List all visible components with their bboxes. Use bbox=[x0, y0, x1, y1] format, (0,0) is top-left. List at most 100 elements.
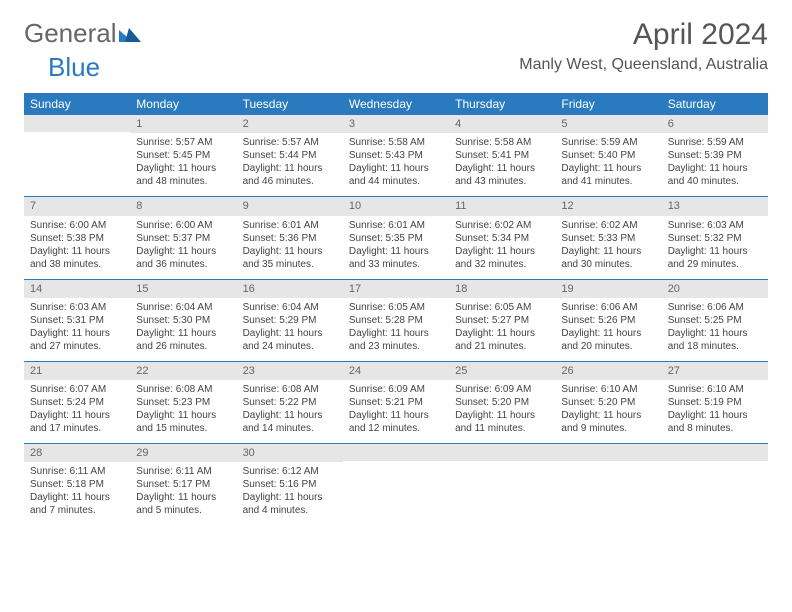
daylight-text: Daylight: 11 hours and 20 minutes. bbox=[561, 327, 655, 353]
sunset-text: Sunset: 5:41 PM bbox=[455, 149, 549, 162]
day-number: 11 bbox=[449, 197, 555, 215]
calendar-body: 1Sunrise: 5:57 AMSunset: 5:45 PMDaylight… bbox=[24, 115, 768, 525]
daylight-text: Daylight: 11 hours and 48 minutes. bbox=[136, 162, 230, 188]
sunset-text: Sunset: 5:38 PM bbox=[30, 232, 124, 245]
weekday-header: Sunday bbox=[24, 93, 130, 115]
daylight-text: Daylight: 11 hours and 9 minutes. bbox=[561, 409, 655, 435]
sunset-text: Sunset: 5:23 PM bbox=[136, 396, 230, 409]
daylight-text: Daylight: 11 hours and 12 minutes. bbox=[349, 409, 443, 435]
day-content bbox=[343, 461, 449, 509]
sunrise-text: Sunrise: 5:57 AM bbox=[243, 136, 337, 149]
day-number: 9 bbox=[237, 197, 343, 215]
day-number: 1 bbox=[130, 115, 236, 133]
calendar-day-cell: 20Sunrise: 6:06 AMSunset: 5:25 PMDayligh… bbox=[662, 279, 768, 361]
logo-triangle-icon bbox=[119, 26, 141, 42]
calendar-week-row: 7Sunrise: 6:00 AMSunset: 5:38 PMDaylight… bbox=[24, 197, 768, 279]
day-number: 29 bbox=[130, 444, 236, 462]
day-content: Sunrise: 5:57 AMSunset: 5:45 PMDaylight:… bbox=[130, 133, 236, 196]
day-content: Sunrise: 6:04 AMSunset: 5:29 PMDaylight:… bbox=[237, 298, 343, 361]
sunrise-text: Sunrise: 6:02 AM bbox=[455, 219, 549, 232]
sunset-text: Sunset: 5:21 PM bbox=[349, 396, 443, 409]
daylight-text: Daylight: 11 hours and 41 minutes. bbox=[561, 162, 655, 188]
title-block: April 2024 Manly West, Queensland, Austr… bbox=[519, 18, 768, 74]
sunrise-text: Sunrise: 6:01 AM bbox=[349, 219, 443, 232]
sunrise-text: Sunrise: 6:11 AM bbox=[136, 465, 230, 478]
day-content: Sunrise: 6:08 AMSunset: 5:23 PMDaylight:… bbox=[130, 380, 236, 443]
sunrise-text: Sunrise: 6:06 AM bbox=[668, 301, 762, 314]
calendar-day-cell: 22Sunrise: 6:08 AMSunset: 5:23 PMDayligh… bbox=[130, 361, 236, 443]
day-content: Sunrise: 6:03 AMSunset: 5:32 PMDaylight:… bbox=[662, 216, 768, 279]
daylight-text: Daylight: 11 hours and 8 minutes. bbox=[668, 409, 762, 435]
daylight-text: Daylight: 11 hours and 43 minutes. bbox=[455, 162, 549, 188]
day-number: 17 bbox=[343, 280, 449, 298]
calendar-day-cell bbox=[555, 444, 661, 526]
calendar-day-cell: 17Sunrise: 6:05 AMSunset: 5:28 PMDayligh… bbox=[343, 279, 449, 361]
day-content: Sunrise: 6:08 AMSunset: 5:22 PMDaylight:… bbox=[237, 380, 343, 443]
day-number: 6 bbox=[662, 115, 768, 133]
sunrise-text: Sunrise: 6:08 AM bbox=[136, 383, 230, 396]
sunset-text: Sunset: 5:40 PM bbox=[561, 149, 655, 162]
brand-part1: General bbox=[24, 18, 117, 49]
sunrise-text: Sunrise: 5:59 AM bbox=[561, 136, 655, 149]
weekday-header: Wednesday bbox=[343, 93, 449, 115]
calendar-day-cell: 26Sunrise: 6:10 AMSunset: 5:20 PMDayligh… bbox=[555, 361, 661, 443]
sunset-text: Sunset: 5:18 PM bbox=[30, 478, 124, 491]
day-content bbox=[555, 461, 661, 509]
day-content: Sunrise: 6:02 AMSunset: 5:33 PMDaylight:… bbox=[555, 216, 661, 279]
month-title: April 2024 bbox=[519, 18, 768, 52]
sunset-text: Sunset: 5:39 PM bbox=[668, 149, 762, 162]
calendar-day-cell: 13Sunrise: 6:03 AMSunset: 5:32 PMDayligh… bbox=[662, 197, 768, 279]
daylight-text: Daylight: 11 hours and 44 minutes. bbox=[349, 162, 443, 188]
daylight-text: Daylight: 11 hours and 29 minutes. bbox=[668, 245, 762, 271]
day-content: Sunrise: 6:10 AMSunset: 5:20 PMDaylight:… bbox=[555, 380, 661, 443]
calendar-day-cell: 15Sunrise: 6:04 AMSunset: 5:30 PMDayligh… bbox=[130, 279, 236, 361]
sunrise-text: Sunrise: 6:09 AM bbox=[455, 383, 549, 396]
day-content bbox=[662, 461, 768, 509]
day-content: Sunrise: 6:00 AMSunset: 5:38 PMDaylight:… bbox=[24, 216, 130, 279]
daylight-text: Daylight: 11 hours and 21 minutes. bbox=[455, 327, 549, 353]
calendar-day-cell: 10Sunrise: 6:01 AMSunset: 5:35 PMDayligh… bbox=[343, 197, 449, 279]
sunrise-text: Sunrise: 6:03 AM bbox=[30, 301, 124, 314]
sunrise-text: Sunrise: 6:10 AM bbox=[561, 383, 655, 396]
sunset-text: Sunset: 5:34 PM bbox=[455, 232, 549, 245]
brand-part2: Blue bbox=[48, 52, 100, 83]
sunrise-text: Sunrise: 5:58 AM bbox=[455, 136, 549, 149]
calendar-week-row: 28Sunrise: 6:11 AMSunset: 5:18 PMDayligh… bbox=[24, 444, 768, 526]
sunset-text: Sunset: 5:24 PM bbox=[30, 396, 124, 409]
day-number: 21 bbox=[24, 362, 130, 380]
day-content: Sunrise: 6:03 AMSunset: 5:31 PMDaylight:… bbox=[24, 298, 130, 361]
calendar-day-cell: 28Sunrise: 6:11 AMSunset: 5:18 PMDayligh… bbox=[24, 444, 130, 526]
day-number: 30 bbox=[237, 444, 343, 462]
daylight-text: Daylight: 11 hours and 38 minutes. bbox=[30, 245, 124, 271]
daylight-text: Daylight: 11 hours and 11 minutes. bbox=[455, 409, 549, 435]
day-number: 24 bbox=[343, 362, 449, 380]
daylight-text: Daylight: 11 hours and 27 minutes. bbox=[30, 327, 124, 353]
sunset-text: Sunset: 5:19 PM bbox=[668, 396, 762, 409]
calendar-day-cell: 19Sunrise: 6:06 AMSunset: 5:26 PMDayligh… bbox=[555, 279, 661, 361]
sunset-text: Sunset: 5:31 PM bbox=[30, 314, 124, 327]
day-number: 13 bbox=[662, 197, 768, 215]
day-content: Sunrise: 6:05 AMSunset: 5:28 PMDaylight:… bbox=[343, 298, 449, 361]
calendar-day-cell: 5 Sunrise: 5:59 AMSunset: 5:40 PMDaylight… bbox=[555, 115, 661, 197]
calendar-day-cell: 6Sunrise: 5:59 AMSunset: 5:39 PMDaylight… bbox=[662, 115, 768, 197]
calendar-day-cell bbox=[449, 444, 555, 526]
day-content: Sunrise: 6:06 AMSunset: 5:25 PMDaylight:… bbox=[662, 298, 768, 361]
day-number: 2 bbox=[237, 115, 343, 133]
day-number: 5 bbox=[555, 115, 661, 133]
daylight-text: Daylight: 11 hours and 24 minutes. bbox=[243, 327, 337, 353]
calendar-day-cell: 4Sunrise: 5:58 AMSunset: 5:41 PMDaylight… bbox=[449, 115, 555, 197]
day-number bbox=[343, 444, 449, 461]
calendar-week-row: 1Sunrise: 5:57 AMSunset: 5:45 PMDaylight… bbox=[24, 115, 768, 197]
sunset-text: Sunset: 5:29 PM bbox=[243, 314, 337, 327]
day-content: Sunrise: 6:04 AMSunset: 5:30 PMDaylight:… bbox=[130, 298, 236, 361]
calendar-day-cell: 24Sunrise: 6:09 AMSunset: 5:21 PMDayligh… bbox=[343, 361, 449, 443]
calendar-week-row: 14Sunrise: 6:03 AMSunset: 5:31 PMDayligh… bbox=[24, 279, 768, 361]
daylight-text: Daylight: 11 hours and 40 minutes. bbox=[668, 162, 762, 188]
calendar-day-cell: 3Sunrise: 5:58 AMSunset: 5:43 PMDaylight… bbox=[343, 115, 449, 197]
sunrise-text: Sunrise: 5:58 AM bbox=[349, 136, 443, 149]
calendar-day-cell: 23Sunrise: 6:08 AMSunset: 5:22 PMDayligh… bbox=[237, 361, 343, 443]
sunset-text: Sunset: 5:43 PM bbox=[349, 149, 443, 162]
brand-logo: General bbox=[24, 18, 141, 49]
sunrise-text: Sunrise: 6:05 AM bbox=[349, 301, 443, 314]
weekday-header: Friday bbox=[555, 93, 661, 115]
